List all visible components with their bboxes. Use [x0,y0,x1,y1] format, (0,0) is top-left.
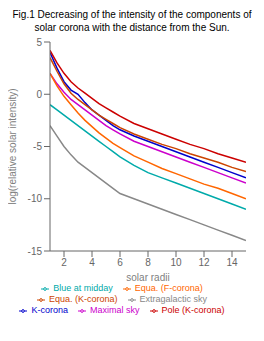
svg-text:6: 6 [117,257,123,268]
svg-text:14: 14 [226,257,238,268]
html-text:Maximal sky: Maximal sky [90,305,140,315]
svg-text:4: 4 [89,257,95,268]
svg-text:log(relative solar intensity): log(relative solar intensity) [8,88,18,204]
html-text:Blue at midday: Blue at midday [53,283,113,293]
html-text:Equa. (K-corona): Equa. (K-corona) [49,294,118,304]
html-text:K-corona: K-corona [31,305,68,315]
html-text:Pole (K-corona): Pole (K-corona) [161,305,225,315]
svg-text:5: 5 [36,37,42,48]
html-text:Extragalactic sky: Extragalactic sky [139,294,207,304]
svg-text:10: 10 [170,257,182,268]
svg-text:-10: -10 [28,193,43,204]
svg-text:-15: -15 [28,246,43,257]
svg-text:8: 8 [145,257,151,268]
svg-text:solar radii: solar radii [126,272,169,283]
svg-text:2: 2 [61,257,67,268]
svg-text:12: 12 [198,257,210,268]
html-text:Fig.1 Decreasing of the intens: Fig.1 Decreasing of the intensity of the… [12,9,252,33]
svg-text:0: 0 [36,89,42,100]
svg-text:-5: -5 [33,141,42,152]
html-text:Equa. (F-corona): Equa. (F-corona) [134,283,203,293]
